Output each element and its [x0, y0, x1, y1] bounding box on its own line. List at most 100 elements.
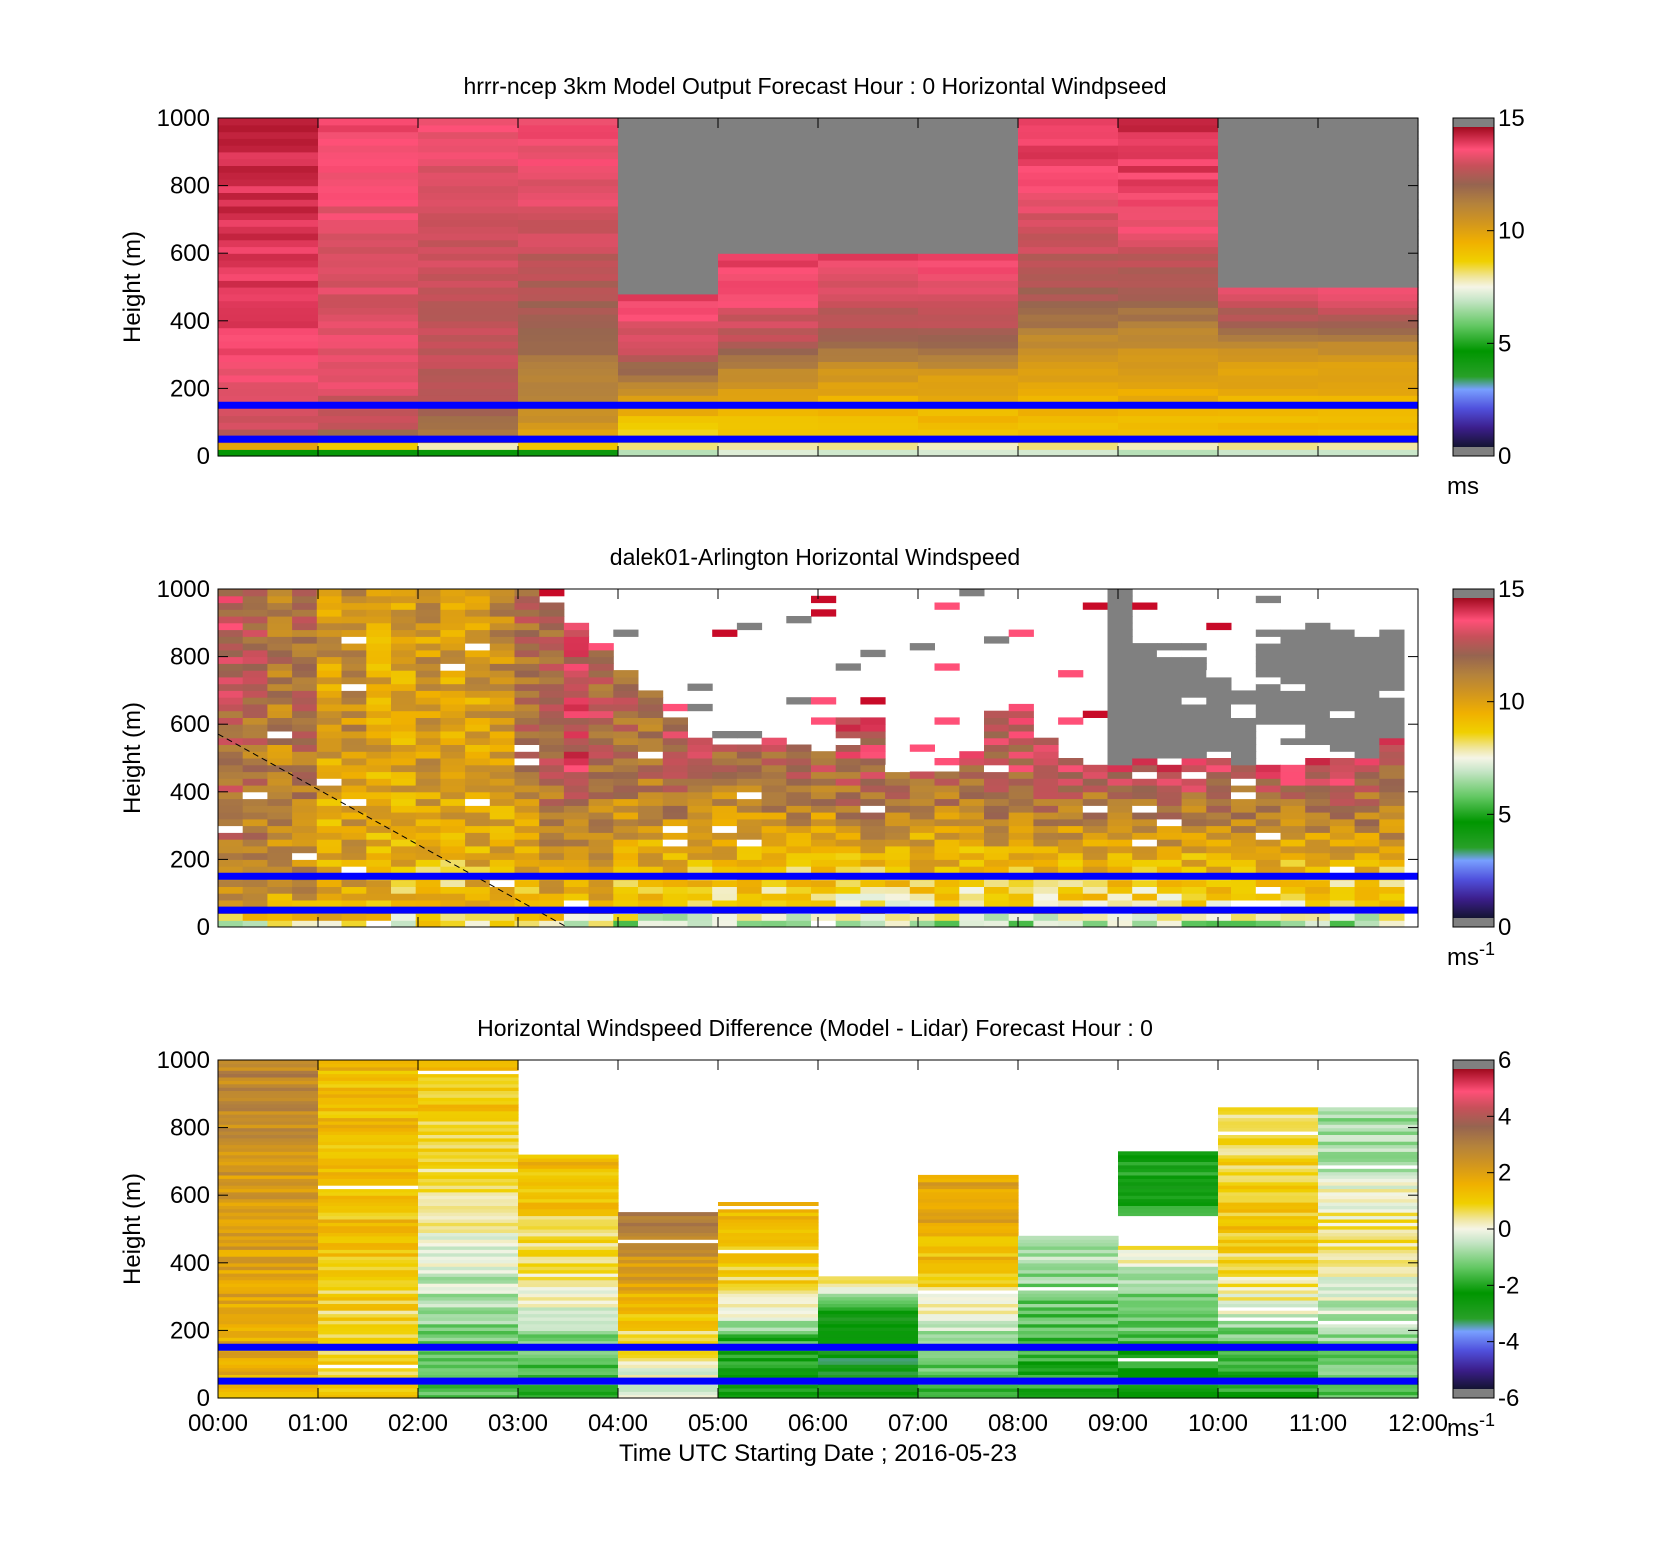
heatmap-cell: [818, 347, 919, 356]
heatmap-cell: [835, 818, 861, 827]
heatmap-cell: [292, 656, 318, 664]
heatmap-cell: [1255, 785, 1281, 793]
missing-cell: [718, 226, 819, 234]
heatmap-cell: [292, 737, 318, 745]
heatmap-cell: [563, 791, 590, 800]
heatmap-cell: [1218, 1384, 1319, 1389]
heatmap-cell: [415, 609, 441, 617]
heatmap-cell: [316, 643, 342, 651]
heatmap-cell: [267, 839, 293, 847]
heatmap-cell: [366, 859, 392, 867]
heatmap-cell: [1379, 744, 1405, 752]
heatmap-cell: [1181, 663, 1207, 671]
heatmap-cell: [418, 1249, 519, 1254]
heatmap-cell: [1107, 717, 1133, 725]
heatmap-cell: [1118, 138, 1219, 146]
heatmap-cell: [818, 1387, 919, 1392]
heatmap-cell: [418, 1239, 519, 1244]
heatmap-cell: [1218, 1158, 1319, 1162]
heatmap-cell: [242, 859, 268, 867]
heatmap-cell: [918, 1225, 1019, 1230]
heatmap-cell: [318, 1279, 419, 1284]
heatmap-cell: [242, 629, 268, 637]
heatmap-cell: [418, 165, 519, 173]
heatmap-cell: [415, 663, 441, 671]
heatmap-cell: [489, 832, 515, 840]
heatmap-cell: [618, 1249, 719, 1254]
heatmap-cell: [518, 212, 619, 220]
heatmap-cell: [1218, 1239, 1319, 1244]
heatmap-cell: [514, 771, 540, 779]
heatmap-cell: [514, 825, 540, 833]
missing-cell: [818, 239, 919, 248]
colorbar-unit: ms: [1447, 473, 1479, 500]
heatmap-cell: [1318, 1364, 1419, 1369]
heatmap-cell: [818, 374, 919, 383]
heatmap-cell: [418, 1256, 519, 1260]
heatmap-cell: [718, 1387, 819, 1392]
heatmap-cell: [959, 852, 985, 860]
heatmap-cell: [1318, 314, 1419, 322]
heatmap-cell: [909, 778, 935, 786]
heatmap-cell: [366, 920, 392, 928]
colorbar-missing-bottom: [1453, 447, 1494, 456]
heatmap-cell: [918, 1323, 1019, 1328]
heatmap-cell: [218, 1151, 319, 1156]
heatmap-cell: [366, 690, 392, 698]
heatmap-cell: [1255, 798, 1281, 806]
heatmap-cell: [1354, 649, 1380, 658]
heatmap-cell: [1218, 1269, 1319, 1274]
heatmap-cell: [1118, 408, 1219, 417]
heatmap-cell: [418, 1242, 519, 1247]
heatmap-cell: [1218, 1293, 1319, 1298]
heatmap-cell: [518, 219, 619, 227]
heatmap-cell: [518, 1357, 619, 1362]
heatmap-cell: [1305, 663, 1331, 671]
heatmap-cell: [1082, 845, 1108, 854]
heatmap-cell: [316, 900, 342, 908]
heatmap-cell: [918, 1367, 1019, 1372]
heatmap-cell: [718, 307, 819, 315]
heatmap-cell: [1082, 879, 1108, 887]
heatmap-cell: [638, 886, 664, 894]
heatmap-cell: [885, 805, 911, 813]
y-tick-label: 400: [170, 308, 210, 335]
heatmap-cell: [465, 602, 491, 610]
heatmap-cell: [514, 751, 540, 759]
heatmap-cell: [835, 893, 861, 901]
heatmap-cell: [918, 327, 1019, 335]
heatmap-cell: [718, 1272, 819, 1277]
heatmap-cell: [518, 266, 619, 275]
heatmap-cell: [489, 670, 515, 678]
heatmap-cell: [1082, 839, 1108, 847]
heatmap-cell: [761, 818, 787, 827]
heatmap-cell: [718, 314, 819, 322]
heatmap-cell: [267, 920, 293, 928]
heatmap-cell: [1379, 758, 1405, 766]
y-tick-label: 1000: [157, 105, 210, 132]
heatmap-cell: [418, 1350, 519, 1355]
heatmap-cell: [218, 1262, 319, 1267]
colorbar-tick-label: -2: [1498, 1272, 1519, 1299]
heatmap-cell: [316, 622, 342, 631]
heatmap-cell: [1018, 1303, 1119, 1308]
heatmap-cell: [218, 395, 319, 403]
heatmap-cell: [341, 676, 367, 685]
heatmap-cell: [1008, 778, 1034, 786]
heatmap-cell: [1354, 886, 1380, 894]
heatmap-cell: [242, 744, 268, 752]
heatmap-cell: [835, 798, 861, 806]
heatmap-cell: [860, 744, 886, 752]
missing-cell: [718, 219, 819, 227]
heatmap-cell: [934, 859, 960, 867]
heatmap-cell: [440, 744, 466, 752]
heatmap-cell: [613, 764, 639, 773]
heatmap-cell: [1181, 920, 1207, 928]
heatmap-cell: [835, 737, 861, 745]
heatmap-cell: [267, 825, 293, 833]
heatmap-cell: [588, 731, 614, 739]
heatmap-cell: [218, 341, 319, 349]
heatmap-cell: [1218, 1168, 1319, 1173]
heatmap-cell: [1058, 805, 1084, 813]
heatmap-cell: [1156, 785, 1183, 793]
